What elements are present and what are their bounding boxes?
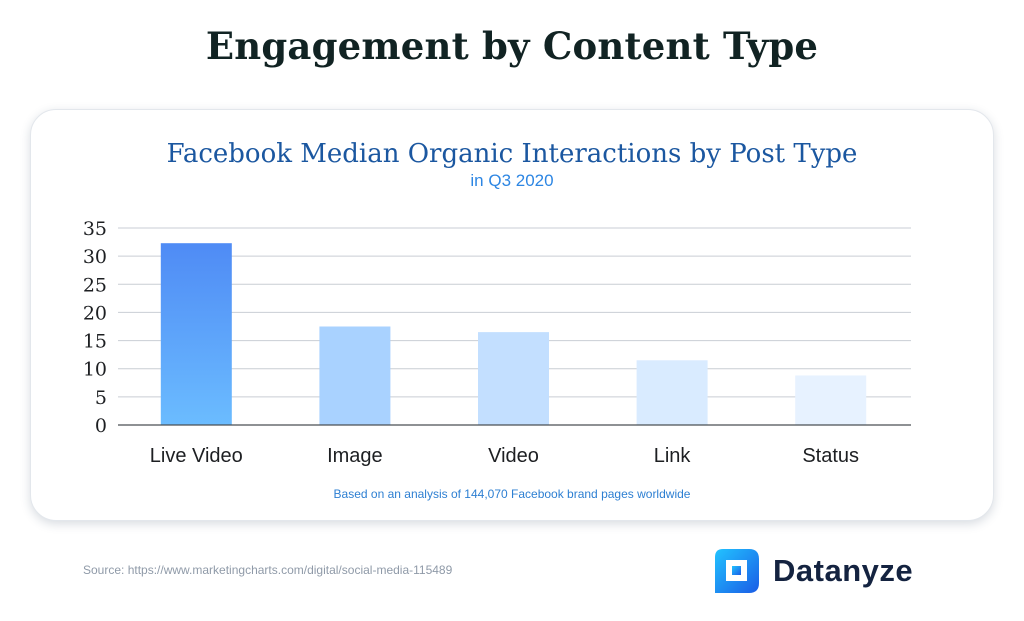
y-tick-label: 5 bbox=[95, 387, 107, 409]
page-title: Engagement by Content Type bbox=[205, 24, 819, 68]
y-tick-label: 20 bbox=[83, 302, 107, 324]
x-tick-label: Status bbox=[802, 445, 859, 467]
x-tick-label: Link bbox=[654, 445, 692, 467]
x-axis-ticks: Live Video Image Video Link Status bbox=[150, 445, 859, 467]
source-citation: Source: https://www.marketingcharts.com/… bbox=[83, 563, 453, 577]
x-tick-label: Image bbox=[327, 445, 383, 467]
bar-video bbox=[478, 332, 549, 425]
y-tick-label: 25 bbox=[83, 274, 107, 296]
bar-image bbox=[319, 326, 391, 425]
y-tick-label: 15 bbox=[83, 331, 107, 353]
datanyze-logo-icon bbox=[715, 549, 759, 593]
brand-logo: Datanyze bbox=[713, 547, 913, 595]
bar-status bbox=[795, 375, 867, 425]
brand-name: Datanyze bbox=[773, 553, 914, 588]
y-tick-label: 35 bbox=[83, 218, 107, 240]
chart-title: Facebook Median Organic Interactions by … bbox=[166, 139, 858, 169]
y-tick-label: 0 bbox=[95, 415, 107, 437]
bars bbox=[160, 243, 867, 425]
chart-footnote: Based on an analysis of 144,070 Facebook… bbox=[333, 487, 691, 501]
y-tick-label: 10 bbox=[83, 359, 107, 381]
bar-link bbox=[636, 360, 708, 425]
x-tick-label: Live Video bbox=[150, 445, 243, 467]
chart-subtitle: in Q3 2020 bbox=[470, 171, 554, 190]
x-tick-label: Video bbox=[488, 445, 539, 467]
bar-live-video bbox=[160, 243, 232, 425]
y-tick-label: 30 bbox=[83, 246, 107, 268]
y-axis-ticks: 0 5 10 15 20 25 30 35 bbox=[83, 218, 107, 437]
